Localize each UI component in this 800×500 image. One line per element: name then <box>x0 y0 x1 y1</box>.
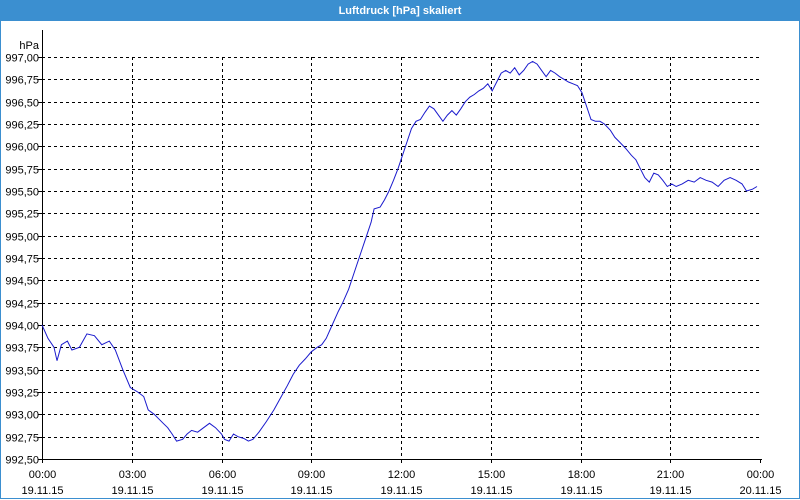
y-tick-label: 995,50 <box>5 187 39 199</box>
x-tick-time-label: 15:00 <box>478 469 506 481</box>
x-tick-time-label: 00:00 <box>747 469 775 481</box>
x-tick-date-label: 19.11.15 <box>21 485 63 497</box>
y-tick-label: 992,50 <box>5 455 39 467</box>
y-tick-label: 994,50 <box>5 276 39 288</box>
y-tick-label: 992,75 <box>5 433 39 445</box>
y-tick-label: 996,50 <box>5 98 39 110</box>
x-tick-time-label: 00:00 <box>29 469 57 481</box>
y-tick-label: 996,00 <box>5 142 39 154</box>
x-tick-date-label: 19.11.15 <box>380 485 422 497</box>
chart-axes <box>38 30 762 463</box>
y-tick-label: 996,25 <box>5 120 39 132</box>
x-tick-time-label: 21:00 <box>657 469 685 481</box>
y-tick-label: 993,50 <box>5 366 39 378</box>
x-tick-time-label: 12:00 <box>388 469 416 481</box>
x-tick-time-label: 03:00 <box>119 469 147 481</box>
y-tick-label: 997,00 <box>5 53 39 65</box>
x-tick-date-label: 19.11.15 <box>560 485 602 497</box>
pressure-line <box>41 60 758 442</box>
x-tick-date-label: 19.11.15 <box>649 485 691 497</box>
x-tick-time-label: 06:00 <box>209 469 237 481</box>
y-tick-label: 994,75 <box>5 254 39 266</box>
y-tick-label: 995,25 <box>5 209 39 221</box>
y-tick-label: 993,00 <box>5 410 39 422</box>
chart-grid <box>42 57 760 460</box>
series-layer <box>41 60 758 442</box>
y-axis-tick-labels: 997,00 996,75 996,50 996,25 996,00 995,75 995,… <box>5 53 39 467</box>
chart-frame <box>0 21 800 499</box>
x-tick-time-label: 09:00 <box>298 469 326 481</box>
y-tick-label: 995,00 <box>5 232 39 244</box>
x-tick-date-label: 19.11.15 <box>201 485 243 497</box>
y-axis-unit-label: hPa <box>19 40 39 52</box>
y-tick-label: 994,00 <box>5 321 39 333</box>
y-tick-label: 994,25 <box>5 299 39 311</box>
chart-window-title: Luftdruck [hPa] skaliert <box>0 0 800 21</box>
x-tick-date-label: 20.11.15 <box>739 485 781 497</box>
x-tick-time-label: 18:00 <box>568 469 596 481</box>
y-tick-label: 993,25 <box>5 388 39 400</box>
y-tick-label: 993,75 <box>5 343 39 355</box>
x-tick-date-label: 19.11.15 <box>470 485 512 497</box>
y-tick-label: 996,75 <box>5 75 39 87</box>
y-tick-label: 995,75 <box>5 165 39 177</box>
x-tick-date-label: 19.11.15 <box>290 485 332 497</box>
x-tick-date-label: 19.11.15 <box>111 485 153 497</box>
x-axis-tick-labels: 00:00 19.11.15 03:00 19.11.15 06:00 19.11.15 0… <box>21 469 781 497</box>
